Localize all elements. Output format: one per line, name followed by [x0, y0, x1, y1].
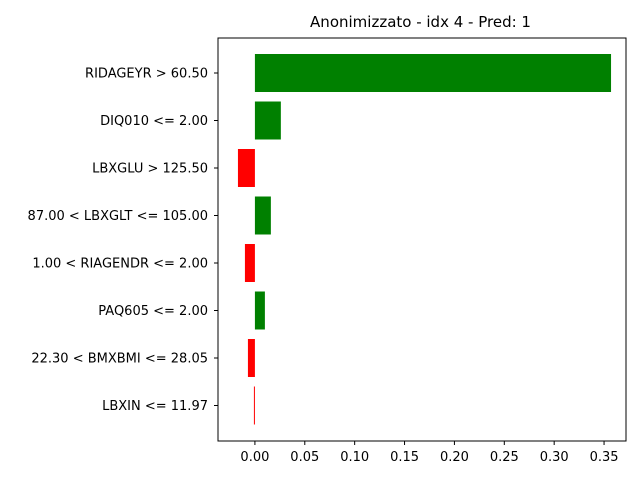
y-tick-label-7: LBXIN <= 11.97 — [102, 399, 208, 414]
bar-3 — [254, 196, 271, 235]
y-tick-label-3: 87.00 < LBXGLT <= 105.00 — [28, 209, 208, 224]
bar-7 — [253, 386, 255, 425]
x-tick-label-7: 0.35 — [590, 450, 619, 465]
plot-frame — [217, 37, 627, 442]
x-tick-label-0: 0.00 — [240, 450, 269, 465]
x-tick-label-4: 0.20 — [440, 450, 469, 465]
bar-2 — [237, 149, 255, 187]
plot-area: RIDAGEYR > 60.50 DIQ010 <= 2.00 LBXGLU > 1… — [28, 37, 627, 465]
y-tick-label-5: PAQ605 <= 2.00 — [98, 304, 208, 319]
bar-5 — [254, 291, 265, 330]
x-tick-label-1: 0.05 — [290, 450, 319, 465]
x-tick-label-2: 0.10 — [340, 450, 369, 465]
bar-6 — [247, 339, 255, 377]
x-tick-label-6: 0.30 — [540, 450, 569, 465]
x-tick-label-5: 0.25 — [490, 450, 519, 465]
y-tick-label-6: 22.30 < BMXBMI <= 28.05 — [31, 352, 208, 367]
bar-1 — [254, 101, 281, 140]
y-tick-label-1: DIQ010 <= 2.00 — [100, 114, 208, 129]
x-tick-label-3: 0.15 — [390, 450, 419, 465]
chart-title: Anonimizzato - idx 4 - Pred: 1 — [310, 13, 531, 31]
bar-4 — [244, 244, 255, 282]
y-tick-label-0: RIDAGEYR > 60.50 — [85, 67, 208, 82]
bar-0 — [254, 54, 612, 92]
y-tick-label-4: 1.00 < RIAGENDR <= 2.00 — [32, 257, 208, 272]
y-tick-label-2: LBXGLU > 125.50 — [92, 162, 208, 177]
